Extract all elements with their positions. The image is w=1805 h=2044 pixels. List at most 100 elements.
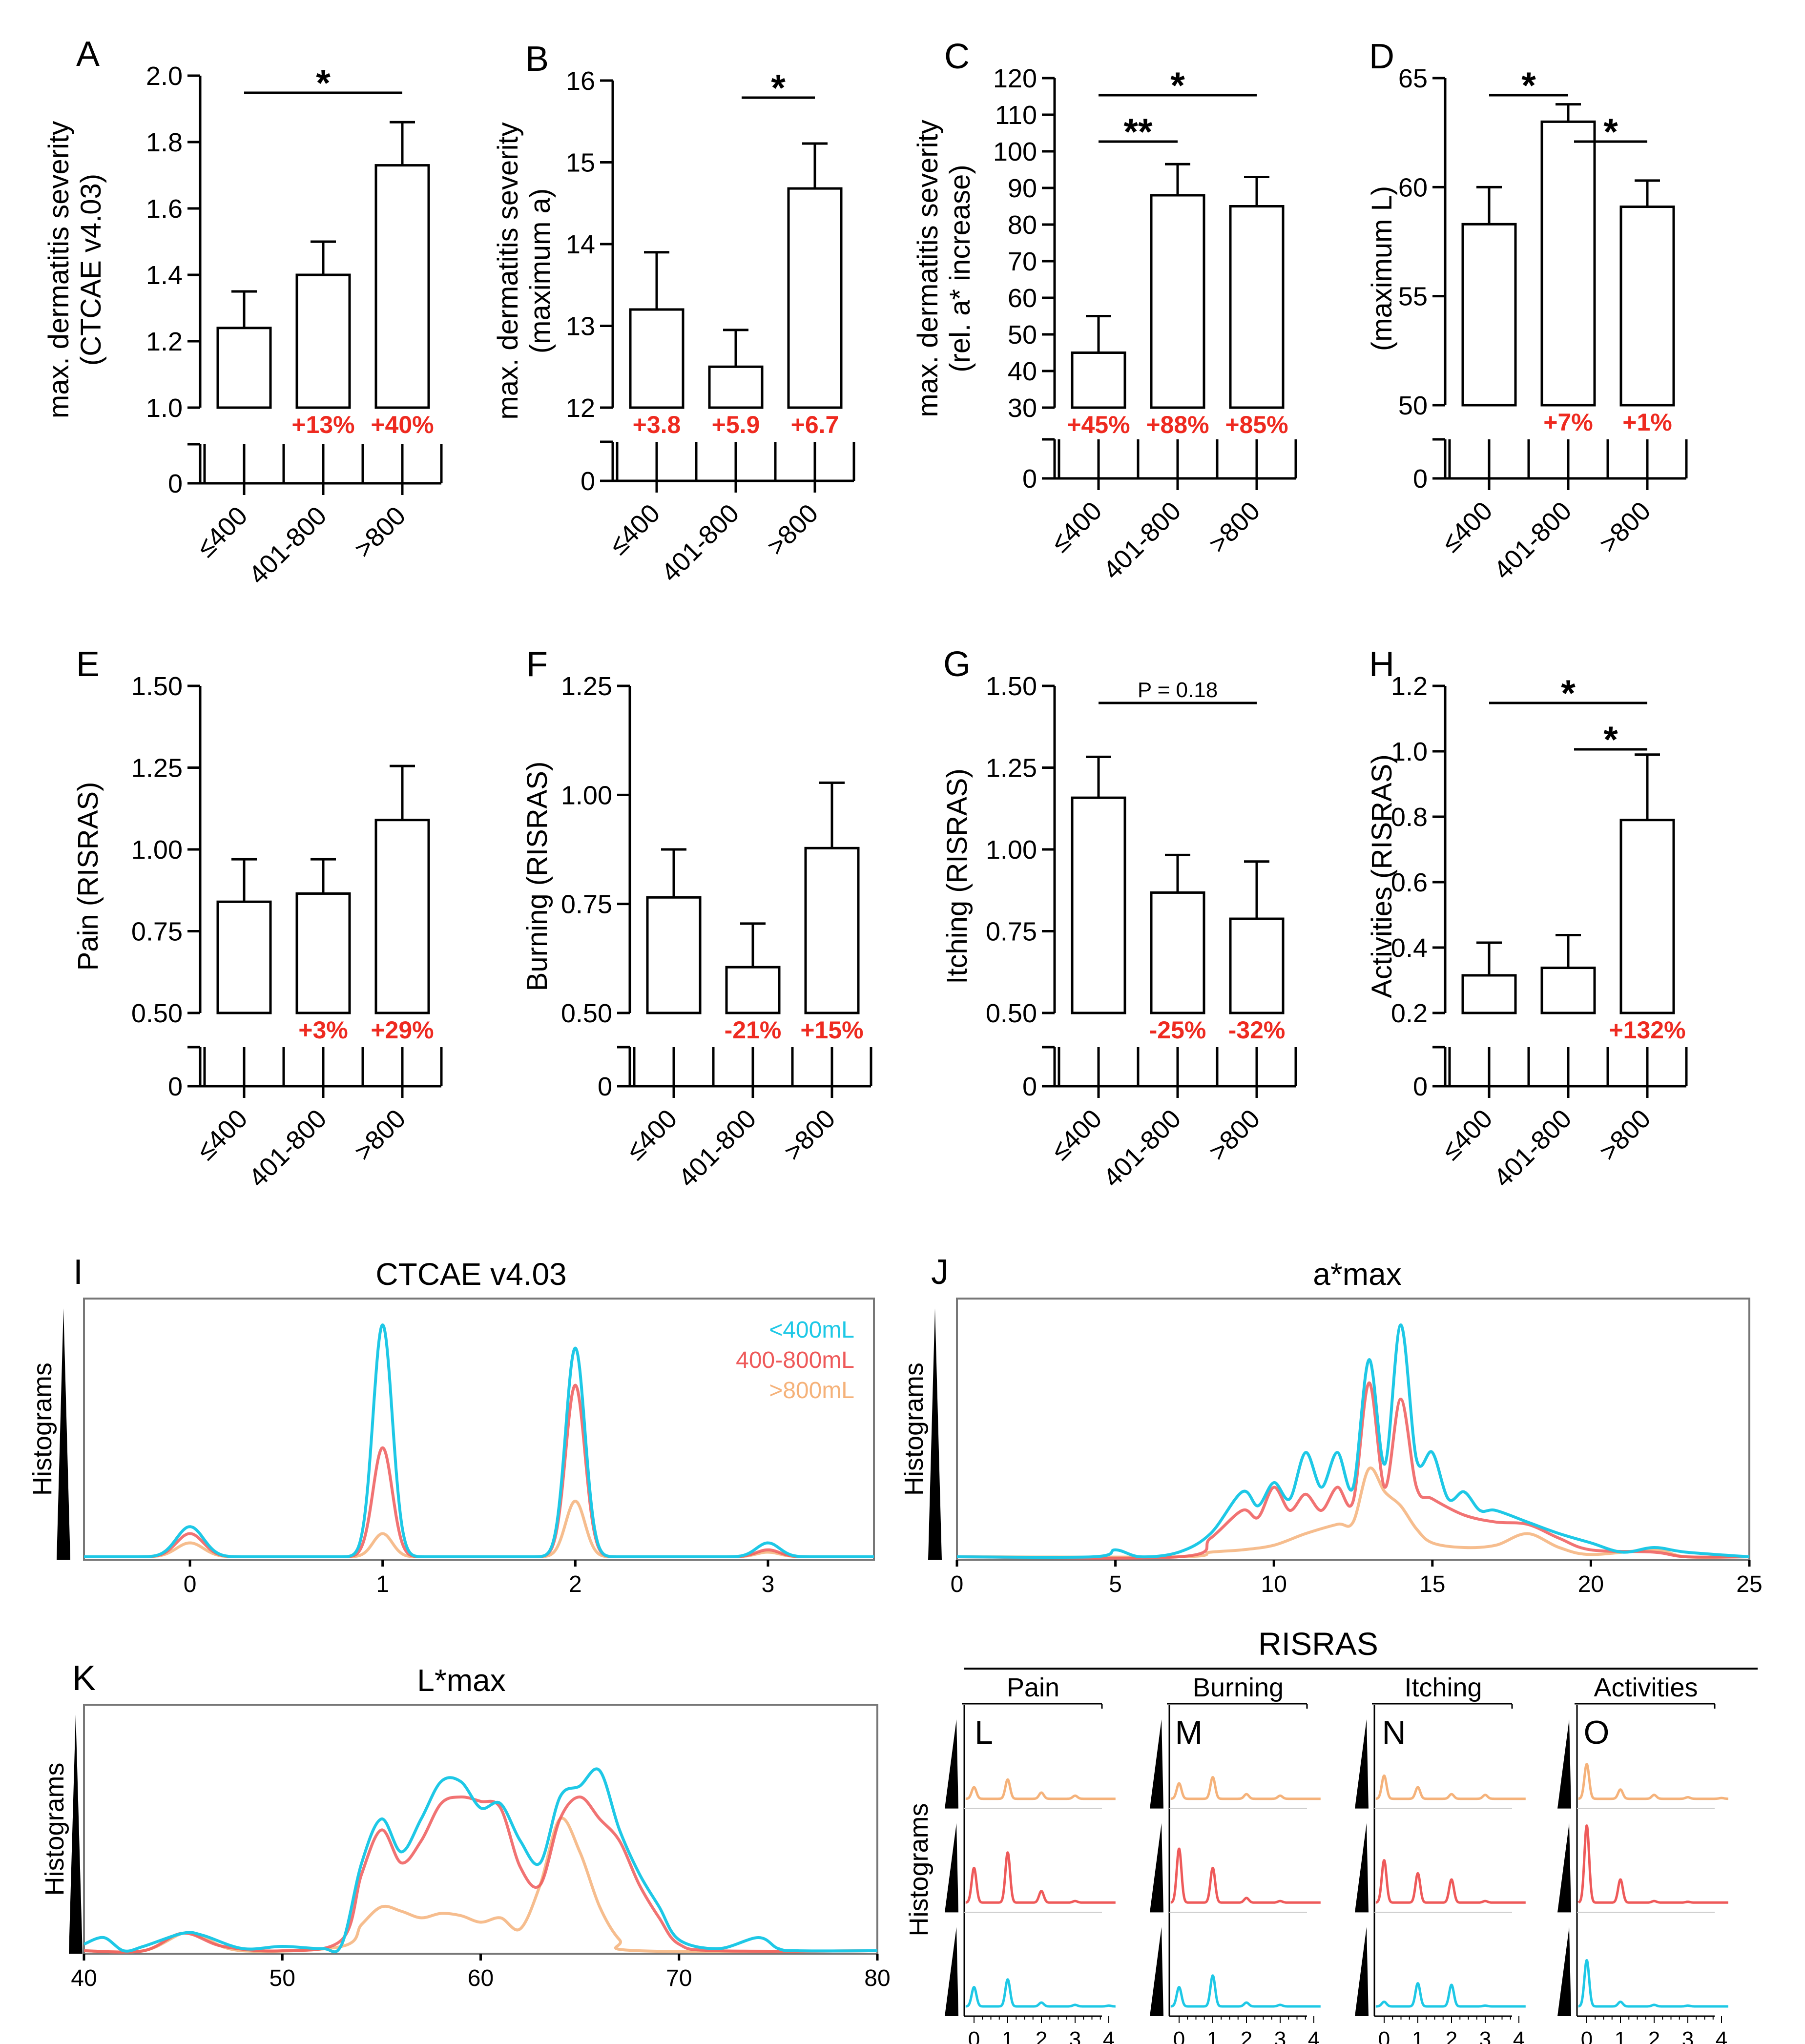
bar — [804, 847, 860, 1014]
y-tick-label-zero: 0 — [1413, 1072, 1428, 1101]
y-axis-label: Histograms — [904, 1803, 934, 1936]
x-tick-label: 401-800 — [656, 498, 745, 588]
percent-change-label: +7% — [1543, 409, 1593, 436]
significance-label: * — [1603, 719, 1618, 761]
x-tick-label: ≤400 — [621, 1104, 683, 1166]
series-line-800ml — [1578, 1763, 1728, 1800]
y-axis-label: Histograms — [28, 1363, 57, 1496]
group-title: RISRAS — [1258, 1626, 1378, 1662]
percent-change-label: +1% — [1622, 409, 1672, 436]
bar — [374, 819, 430, 1014]
series-line-400ml — [84, 1323, 874, 1558]
x-tick-label: 80 — [864, 1965, 890, 1991]
bar — [708, 365, 764, 409]
y-tick-label: 0.75 — [986, 917, 1037, 947]
significance-label: * — [1170, 65, 1185, 106]
x-tick-label: 4 — [1716, 2027, 1727, 2044]
x-tick-label: >800 — [1203, 1104, 1266, 1166]
panel-title: CTCAE v4.03 — [375, 1257, 566, 1292]
x-tick-label: ≤400 — [603, 498, 665, 560]
y-tick-label: 0.50 — [561, 999, 612, 1028]
y-axis-label: Burning (RISRAS) — [521, 762, 553, 991]
x-tick-label: 401-800 — [1488, 1104, 1577, 1193]
y-tick-label: 1.50 — [986, 672, 1037, 701]
series-line-400800ml — [84, 1383, 874, 1558]
percent-change-label: +29% — [371, 1016, 434, 1044]
y-tick-label: 1.0 — [146, 393, 183, 423]
x-tick-label: 401-800 — [1098, 496, 1187, 585]
y-tick-label-zero: 0 — [1022, 1072, 1037, 1101]
significance-label: * — [771, 67, 786, 109]
series-line-400800ml — [1170, 1847, 1321, 1904]
significance-label: * — [1521, 65, 1536, 106]
bar — [1071, 796, 1126, 1014]
y-tick-label: 1.8 — [146, 128, 183, 157]
bar — [1229, 917, 1285, 1014]
y-tick-label: 1.25 — [986, 754, 1037, 783]
y-tick-label: 13 — [566, 312, 595, 341]
percent-change-label: +6.7 — [791, 411, 839, 438]
y-axis-label: max. dermatitis severity(rel. a* increas… — [912, 120, 976, 417]
panel-label-o: O — [1584, 1714, 1610, 1751]
x-tick-label: >800 — [349, 501, 411, 563]
series-line-400ml — [83, 1767, 878, 1954]
x-tick-label: >800 — [761, 498, 824, 561]
significance-label: * — [1603, 111, 1618, 153]
percent-change-label: -32% — [1228, 1016, 1286, 1044]
x-tick-label: 0 — [968, 2027, 980, 2044]
x-tick-label: 4 — [1513, 2027, 1525, 2044]
subpanel-title: Burning — [1193, 1673, 1284, 1702]
percent-change-label: +132% — [1609, 1016, 1685, 1044]
panel-label-h: H — [1369, 645, 1394, 684]
x-tick-label: 2 — [1241, 2027, 1252, 2044]
x-tick-label: >800 — [349, 1104, 411, 1166]
y-axis-label: Pain (RISRAS) — [72, 782, 104, 971]
subpanel-title: Pain — [1007, 1673, 1059, 1702]
x-tick-label: >800 — [1203, 496, 1266, 558]
x-tick-label: >800 — [778, 1104, 841, 1166]
x-tick-label: 1 — [1002, 2027, 1014, 2044]
series-line-400800ml — [1577, 1824, 1728, 1904]
x-tick-label: 3 — [1682, 2027, 1694, 2044]
x-tick-label: ≤400 — [1436, 496, 1498, 558]
percent-change-label: +15% — [800, 1016, 863, 1044]
x-tick-label: 5 — [1109, 1571, 1122, 1597]
panel-label-k: K — [72, 1659, 96, 1698]
subpanel-o: Activities O 0 1 2 3 4 — [1557, 1673, 1728, 2044]
x-tick-label: >800 — [1594, 1104, 1656, 1166]
y-tick-label: 60 — [1008, 284, 1037, 313]
percent-change-label: +3% — [298, 1016, 348, 1044]
significance-label: * — [316, 62, 331, 104]
x-tick-label: 401-800 — [673, 1104, 762, 1193]
x-tick-label: 401-800 — [243, 1104, 332, 1193]
x-tick-label: ≤400 — [1045, 496, 1107, 558]
bar — [1540, 120, 1596, 407]
x-tick-label: 3 — [1069, 2027, 1081, 2044]
y-tick-label: 0.6 — [1391, 868, 1428, 897]
significance-label: P = 0.18 — [1138, 678, 1218, 702]
x-tick-label: ≤400 — [191, 1104, 253, 1166]
bar — [1150, 891, 1205, 1014]
bar — [1619, 206, 1675, 407]
y-tick-label: 1.00 — [986, 835, 1037, 865]
series-line-400ml — [1578, 1959, 1728, 2008]
significance-label: ** — [1123, 111, 1153, 153]
x-tick-label: 3 — [1274, 2027, 1286, 2044]
panel-label-i: I — [73, 1253, 83, 1292]
panel-label-a: A — [76, 35, 100, 74]
percent-change-label: +5.9 — [712, 411, 760, 438]
histogram-stack-marker — [945, 1927, 958, 2016]
series-line-800ml — [1375, 1774, 1526, 1800]
y-tick-label: 0.50 — [131, 999, 183, 1028]
y-tick-label: 50 — [1008, 320, 1037, 350]
percent-change-label: +85% — [1225, 411, 1288, 438]
series-line-800ml — [83, 1817, 878, 1954]
y-axis-label: Activities (RISRAS) — [1366, 754, 1398, 998]
legend-entry: <400mL — [769, 1317, 854, 1343]
x-tick-label: 1 — [1412, 2027, 1424, 2044]
x-tick-label: 1 — [376, 1571, 389, 1597]
